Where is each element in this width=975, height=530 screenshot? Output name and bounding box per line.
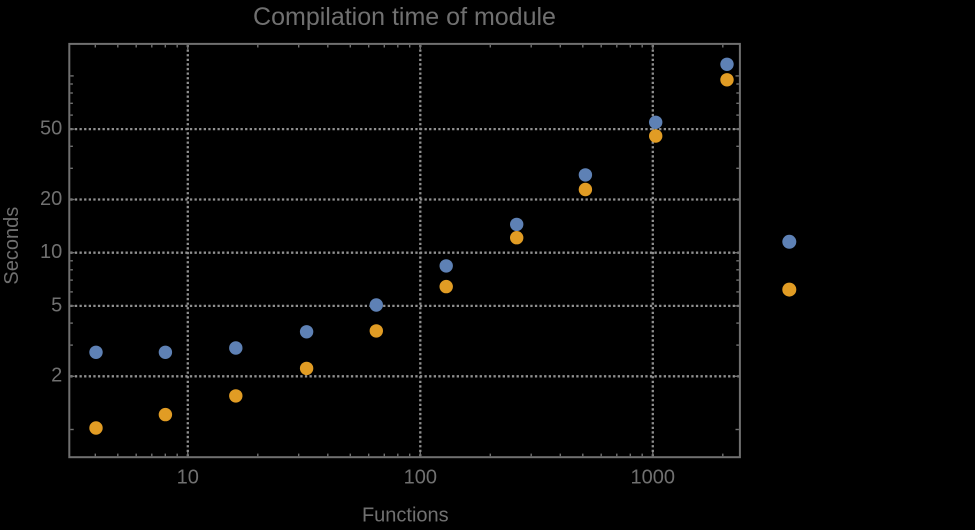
svg-text:Functions: Functions: [362, 505, 449, 526]
svg-text:5: 5: [51, 294, 62, 316]
svg-text:Compilation time of module: Compilation time of module: [253, 3, 556, 31]
svg-text:100: 100: [404, 466, 437, 488]
svg-text:20: 20: [40, 188, 62, 210]
svg-text:50: 50: [40, 118, 62, 140]
svg-text:10: 10: [177, 466, 199, 488]
svg-text:2: 2: [51, 365, 62, 387]
svg-text:1000: 1000: [631, 466, 676, 488]
svg-text:Seconds: Seconds: [1, 207, 23, 285]
svg-text:10: 10: [40, 241, 62, 263]
